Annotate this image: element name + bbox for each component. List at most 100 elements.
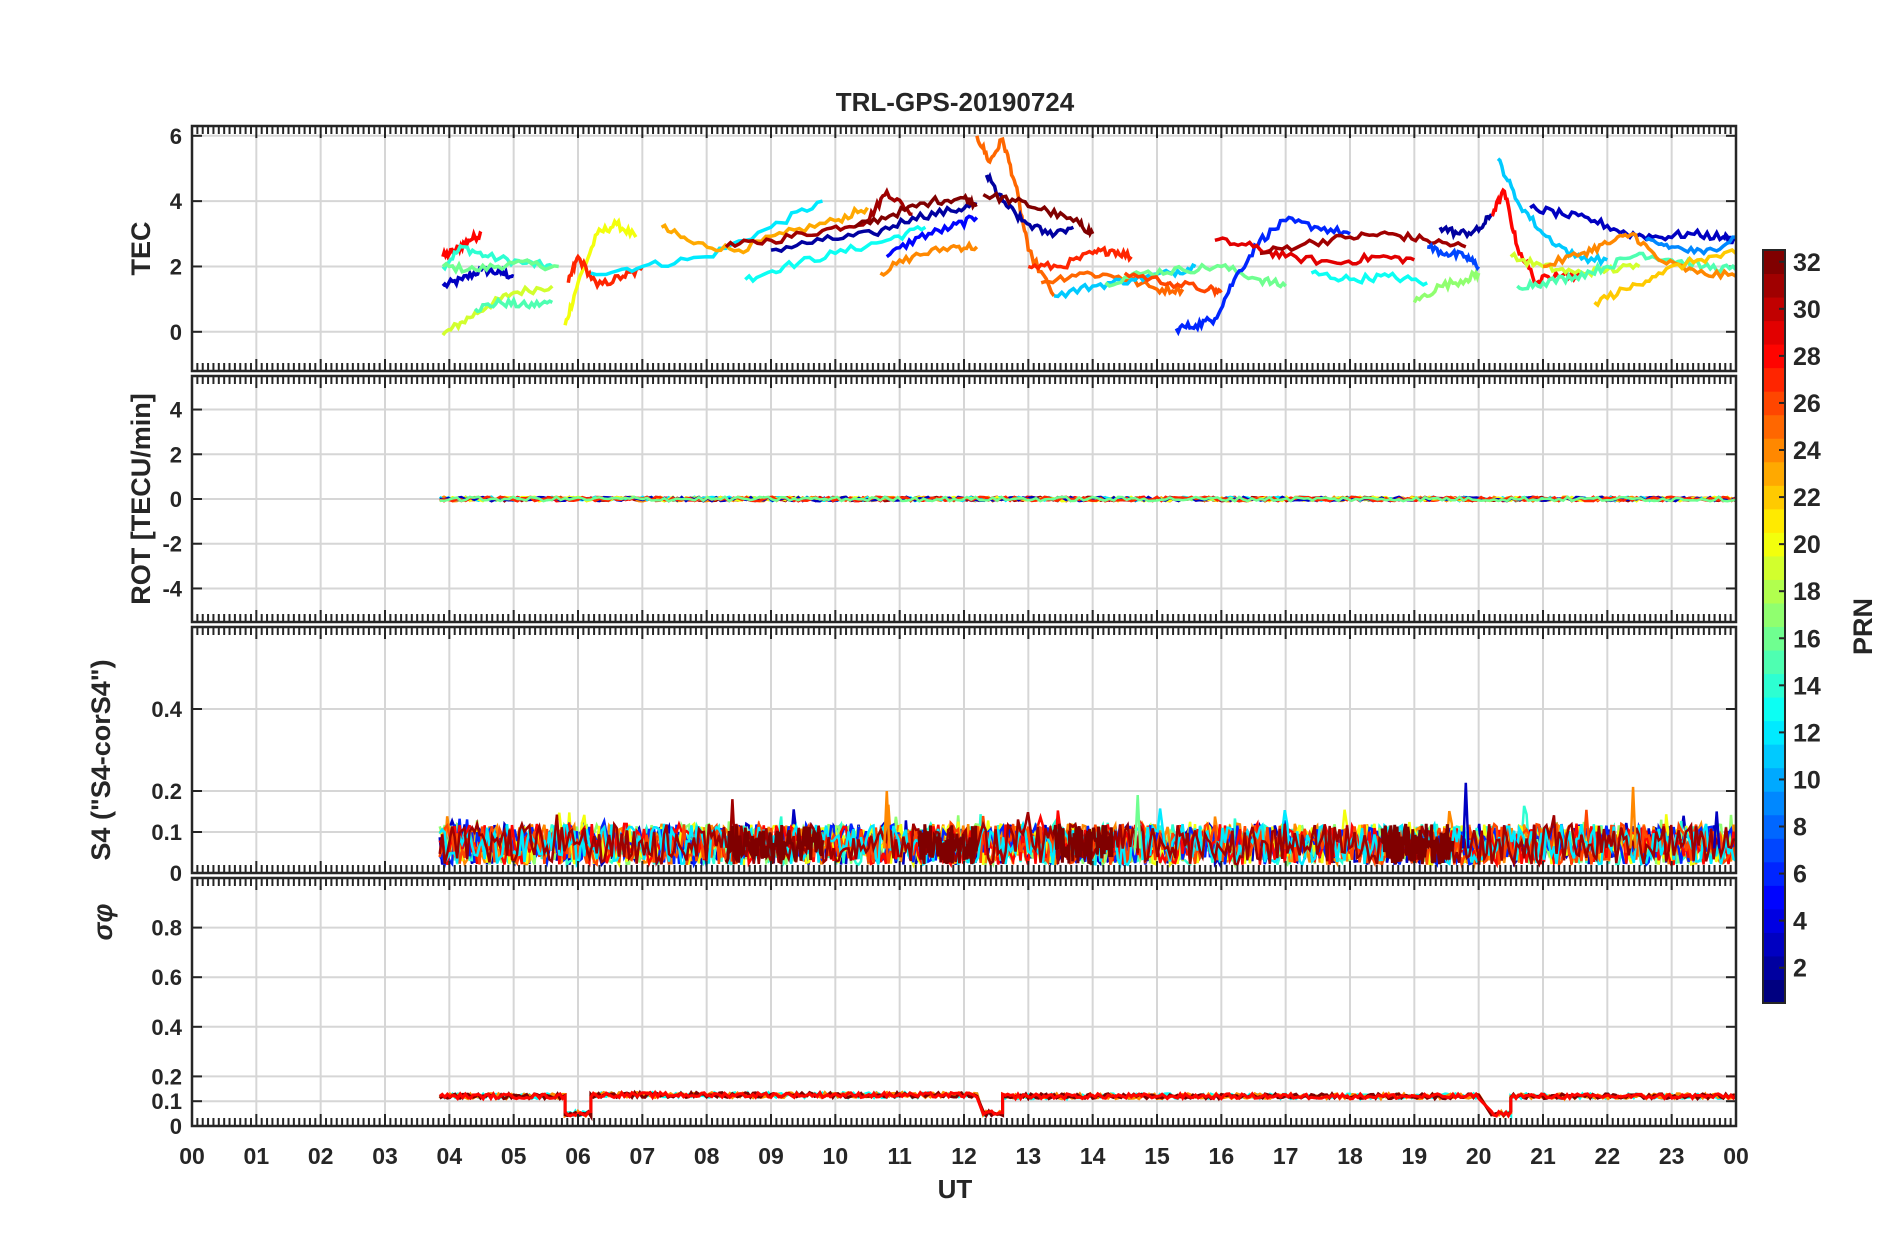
x-tick-label: 07 — [630, 1143, 656, 1169]
colorbar-segment — [1763, 320, 1785, 345]
colorbar-tick-label: 26 — [1793, 390, 1821, 418]
colorbar-segment — [1763, 579, 1785, 604]
x-tick-label: 08 — [694, 1143, 720, 1169]
s4-peak — [882, 790, 891, 849]
y-tick-label: 0 — [170, 487, 182, 512]
x-tick-label: 01 — [244, 1143, 270, 1169]
tec-series-line — [1310, 269, 1428, 287]
y-tick-label: -2 — [162, 532, 182, 557]
rot-series-line — [439, 495, 1736, 503]
colorbar-segment — [1763, 885, 1785, 910]
tec-series-line — [770, 201, 978, 254]
tec-series-line — [1644, 235, 1736, 256]
colorbar-tick-label: 12 — [1793, 719, 1821, 747]
s4-peak — [1712, 811, 1721, 849]
tec-series-line — [982, 190, 1095, 239]
colorbar-segment — [1763, 602, 1785, 627]
x-tick-label: 16 — [1209, 1143, 1235, 1169]
tec-series-line — [853, 192, 978, 229]
colorbar-segment — [1763, 932, 1785, 957]
s4-series-line — [1380, 823, 1455, 865]
colorbar-segment — [1763, 814, 1785, 839]
y-tick-label: 0.8 — [151, 916, 182, 941]
x-tick-label: 09 — [758, 1143, 784, 1169]
tec-series-line — [1542, 231, 1736, 281]
tec-series-line — [1593, 247, 1736, 308]
x-tick-label: 23 — [1659, 1143, 1685, 1169]
y-tick-label: 0.2 — [151, 1064, 182, 1089]
panel-frame — [190, 124, 1738, 373]
x-minor-ticks — [191, 126, 1737, 371]
y-tick-label: 0.4 — [151, 1015, 182, 1040]
y-tick-label: 2 — [170, 254, 182, 279]
x-tick-label: 19 — [1402, 1143, 1428, 1169]
tec-series-line — [1027, 245, 1133, 272]
colorbar-segment — [1763, 391, 1785, 416]
colorbar-tick-label: 22 — [1793, 484, 1821, 512]
y-tick-label: 0.1 — [151, 820, 182, 845]
panel-tec: 0 2 4 6 TEC — [126, 124, 1738, 373]
tec-series-line — [975, 135, 1056, 297]
colorbar-label: PRN — [1848, 598, 1878, 655]
panel-s4: 0 0.1 0.2 0.4 S4 ("S4-corS4") — [86, 625, 1738, 886]
tec-series-line — [1174, 215, 1351, 337]
x-tick-label: 03 — [372, 1143, 398, 1169]
s4-peak — [1629, 786, 1637, 849]
colorbar-frame — [1762, 249, 1786, 1004]
tec-series-line — [724, 187, 913, 249]
tec-series-line — [1426, 242, 1481, 272]
y-tick-label: 0.6 — [151, 965, 182, 990]
colorbar-tick-label: 2 — [1793, 955, 1807, 983]
colorbar-tick-label: 24 — [1793, 437, 1821, 465]
panel-frame — [190, 374, 1738, 624]
colorbar-segment — [1763, 414, 1785, 439]
panel-sigma: 00.10.2 0.4 0.6 0.8 σφ — [88, 876, 1738, 1139]
plot-area-sigma — [438, 1089, 1736, 1122]
colorbar-segment — [1763, 720, 1785, 745]
colorbar-segment — [1763, 955, 1785, 980]
tec-series-line — [1040, 270, 1185, 298]
y-tick-label: 0.1 — [151, 1089, 182, 1114]
colorbar-tick-label: 30 — [1793, 296, 1821, 324]
s4-series-line — [724, 824, 824, 865]
y-tick-label: 0 — [170, 861, 182, 886]
x-tick-label: 20 — [1466, 1143, 1492, 1169]
colorbar-tick-label: 18 — [1793, 578, 1821, 606]
tec-series-line — [660, 205, 869, 255]
y-axis-label-sigma: σφ — [88, 904, 118, 941]
colorbar-tick-label: 20 — [1793, 531, 1821, 559]
x-tick-label: 14 — [1080, 1143, 1106, 1169]
colorbar-segment — [1763, 273, 1785, 298]
x-tick-label: 02 — [308, 1143, 334, 1169]
colorbar-segment — [1763, 532, 1785, 557]
panel-rot: -4 -2 0 2 4 ROT [TECU/min] — [126, 374, 1738, 624]
x-tick-label: 18 — [1337, 1143, 1363, 1169]
x-tick-label: 00 — [1723, 1143, 1749, 1169]
tec-series-line — [590, 199, 823, 277]
y-tick-label: 0 — [170, 1114, 182, 1139]
plot-area-rot — [438, 495, 1736, 503]
tec-series-line — [1412, 267, 1481, 304]
tec-series-line — [1438, 213, 1493, 241]
colorbar-tick-label: 8 — [1793, 814, 1807, 842]
colorbar-segment — [1763, 908, 1785, 933]
tec-series-line — [1104, 262, 1287, 289]
x-tick-label: 11 — [888, 1143, 913, 1169]
x-tick-label: 06 — [565, 1143, 591, 1169]
colorbar-segment — [1763, 485, 1785, 510]
colorbar-segment — [1763, 626, 1785, 651]
colorbar-tick-label: 6 — [1793, 861, 1807, 889]
colorbar-tick-label: 32 — [1793, 249, 1821, 277]
tec-series-line — [441, 243, 554, 272]
x-tick-label: 00 — [179, 1143, 205, 1169]
colorbar-tick-label: 28 — [1793, 343, 1821, 371]
colorbar-segment — [1763, 861, 1785, 886]
colorbar-segment — [1763, 979, 1785, 1004]
colorbar-segment — [1763, 767, 1785, 792]
x-tick-label: 10 — [823, 1143, 849, 1169]
y-axis-label-s4: S4 ("S4-corS4") — [86, 659, 116, 860]
colorbar-segment — [1763, 838, 1785, 863]
s4-series-line — [917, 824, 979, 865]
y-tick-label: 0.4 — [151, 697, 182, 722]
